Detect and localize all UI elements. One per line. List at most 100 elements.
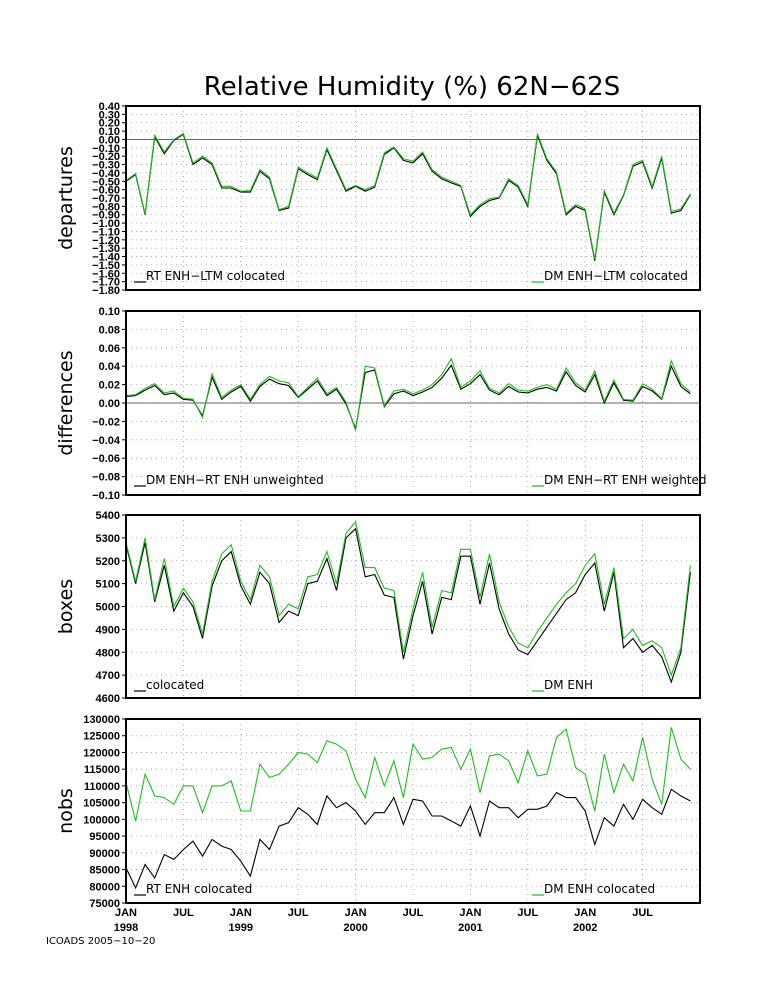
y-tick-label: 115000 — [84, 764, 120, 776]
y-tick-label: −0.08 — [92, 472, 120, 484]
y-tick-label: −1.00 — [92, 218, 120, 230]
legend-black: DM ENH−RT ENH unweighted — [134, 473, 324, 487]
y-tick-label: 5100 — [96, 579, 120, 591]
x-tick-label: JAN — [115, 907, 137, 919]
y-tick-label: 4600 — [96, 693, 120, 705]
legend-green: DM ENH−RT ENH weighted — [532, 473, 707, 487]
y-tick-label: 0.10 — [99, 306, 120, 318]
series-line-green — [125, 520, 691, 677]
x-year-label: 2000 — [343, 922, 367, 934]
y-axis-label: departures — [55, 146, 77, 250]
y-tick-label: 125000 — [83, 731, 120, 743]
x-tick-label: JUL — [403, 907, 424, 919]
y-tick-label: 5300 — [96, 533, 120, 545]
y-tick-label: 0.00 — [99, 134, 120, 146]
y-tick-label: 4700 — [96, 670, 120, 682]
y-tick-label: 90000 — [89, 848, 120, 860]
y-tick-label: −0.20 — [92, 151, 120, 163]
y-tick-label: −0.90 — [92, 210, 120, 222]
chart-title: Relative Humidity (%) 62N−62S — [204, 72, 620, 102]
y-tick-label: 85000 — [89, 865, 120, 877]
legend-label: RT ENH colocated — [146, 882, 252, 896]
y-tick-label: −1.50 — [92, 260, 120, 272]
panel-differences: 0.10 0.08 0.06 0.04 0.02 0.00 −0.02 −0.04 −0.06 −… — [55, 306, 707, 502]
y-tick-label: 80000 — [89, 881, 120, 893]
y-tick-label: 75000 — [89, 898, 120, 910]
y-tick-label: −0.30 — [92, 160, 120, 172]
legend-label: DM ENH colocated — [544, 882, 655, 896]
legend-label: DM ENH — [544, 678, 593, 692]
legend-black: RT ENH−LTM colocated — [134, 269, 285, 283]
y-tick-label: 110000 — [84, 781, 120, 793]
panel-departures: 0.400.300.200.100.00−0.10−0.20−0.30−0.40… — [55, 101, 701, 297]
legend-label: DM ENH−RT ENH unweighted — [146, 473, 324, 487]
x-tick-label: JAN — [230, 907, 252, 919]
y-tick-label: 100000 — [83, 814, 120, 826]
y-tick-label: 130000 — [83, 714, 120, 726]
series-line-green — [125, 727, 691, 822]
x-year-label: 2002 — [573, 922, 597, 934]
panels: 0.400.300.200.100.00−0.10−0.20−0.30−0.40… — [55, 101, 707, 934]
y-tick-label: 0.02 — [99, 380, 120, 392]
y-tick-label: 5400 — [96, 510, 120, 522]
y-tick-label: 120000 — [83, 747, 120, 759]
y-axis-label: nobs — [55, 788, 77, 834]
legend-label: DM ENH−RT ENH weighted — [544, 473, 707, 487]
y-tick-label: −1.80 — [92, 285, 120, 297]
y-tick-label: 0.40 — [99, 101, 120, 113]
y-tick-label: −1.70 — [92, 277, 120, 289]
x-tick-label: JUL — [288, 907, 309, 919]
series-line-black — [125, 788, 691, 890]
x-year-label: 1998 — [114, 922, 138, 934]
panel-boxes: 5400 5300 5200 5100 5000 4900 4800 4700 4600 boxe… — [55, 510, 701, 705]
legend-label: DM ENH−LTM colocated — [544, 269, 688, 283]
y-tick-label: 0.20 — [99, 118, 120, 130]
legend-black: RT ENH colocated — [134, 882, 252, 896]
legend-label: RT ENH−LTM colocated — [146, 269, 285, 283]
y-tick-label: −1.60 — [92, 268, 120, 280]
x-tick-label: JUL — [517, 907, 538, 919]
y-tick-label: 95000 — [89, 831, 120, 843]
series-line-black — [125, 527, 691, 684]
y-tick-label: −0.10 — [92, 143, 120, 155]
y-tick-label: −0.04 — [92, 435, 121, 447]
x-tick-label: JAN — [459, 907, 481, 919]
plot-frame — [125, 310, 701, 496]
series-line-black — [125, 133, 691, 261]
series-line-green — [125, 132, 691, 260]
y-tick-label: 5200 — [96, 556, 120, 568]
y-tick-label: −0.02 — [92, 416, 120, 428]
y-tick-label: −1.30 — [92, 243, 120, 255]
y-tick-label: 0.00 — [99, 398, 120, 410]
y-tick-label: 105000 — [83, 798, 120, 810]
plot-frame — [125, 105, 701, 291]
x-tick-label: JUL — [173, 907, 194, 919]
legend-green: DM ENH−LTM colocated — [532, 269, 688, 283]
y-tick-label: −0.60 — [92, 185, 120, 197]
panel-nobs: 130000 125000 120000 115000 110000 105000 1000… — [55, 714, 701, 910]
y-tick-label: −1.20 — [92, 235, 120, 247]
y-tick-label: 0.10 — [99, 126, 120, 138]
x-tick-label: JUL — [632, 907, 653, 919]
y-tick-label: 5000 — [96, 602, 120, 614]
y-tick-label: −0.40 — [92, 168, 120, 180]
x-axis: JAN JUL JAN JUL JAN JUL JAN JUL JAN JUL 1998 1999 20… — [114, 907, 654, 934]
y-axis-label: differences — [55, 350, 77, 455]
series-line-green — [125, 357, 691, 431]
plot-frame — [125, 514, 701, 699]
y-tick-label: −0.70 — [92, 193, 120, 205]
y-axis-label: boxes — [55, 579, 77, 634]
plot-frame — [125, 718, 701, 904]
y-tick-label: −0.80 — [92, 201, 120, 213]
x-year-label: 2001 — [458, 922, 482, 934]
y-tick-label: −1.40 — [92, 252, 120, 264]
legend-green: DM ENH — [532, 678, 593, 692]
y-tick-label: 0.06 — [99, 343, 120, 355]
y-tick-label: −0.10 — [92, 490, 120, 502]
y-tick-label: 0.04 — [99, 361, 121, 373]
x-year-label: 1999 — [229, 922, 253, 934]
legend-label: colocated — [146, 678, 204, 692]
y-tick-label: 0.30 — [99, 109, 120, 121]
y-tick-label: −0.50 — [92, 176, 120, 188]
